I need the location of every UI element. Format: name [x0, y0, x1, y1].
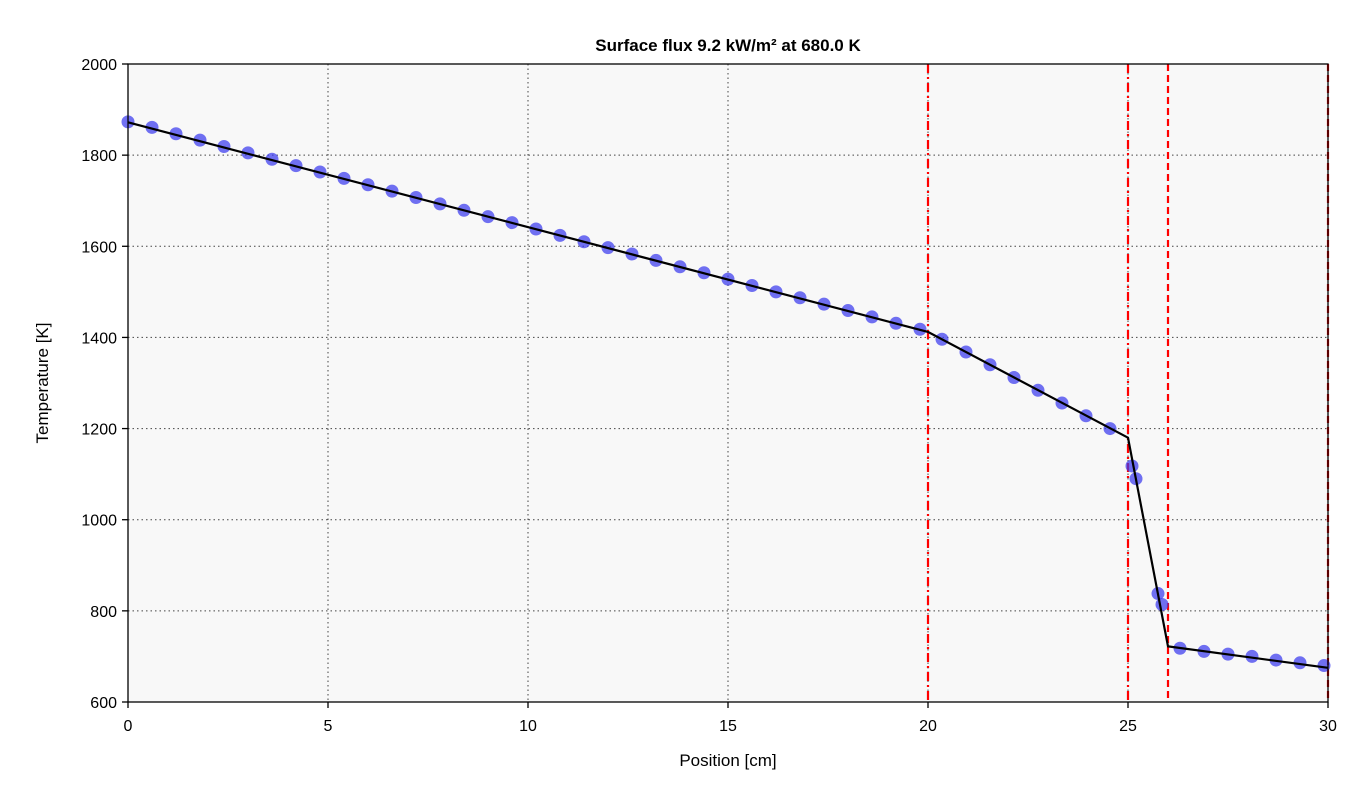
x-tick-label: 0 — [124, 718, 133, 735]
x-tick-label: 25 — [1119, 718, 1137, 735]
y-tick-label: 1400 — [81, 330, 117, 347]
x-axis-ticks: 0 5 10 15 20 25 30 — [124, 702, 1337, 735]
y-tick-label: 800 — [90, 604, 117, 621]
measurement-markers — [121, 115, 1331, 673]
y-tick-label: 2000 — [81, 57, 117, 74]
chart-title: Surface flux 9.2 kW/m² at 680.0 K — [595, 36, 861, 55]
data-point — [169, 127, 183, 141]
y-tick-label: 600 — [90, 695, 117, 712]
data-point — [1293, 656, 1307, 670]
y-tick-label: 1200 — [81, 422, 117, 439]
y-tick-label: 1000 — [81, 513, 117, 530]
data-point — [1125, 459, 1139, 473]
x-tick-label: 20 — [919, 718, 937, 735]
x-tick-label: 15 — [719, 718, 737, 735]
temperature-profile-line — [127, 121, 1329, 669]
y-tick-label: 1800 — [81, 148, 117, 165]
data-point — [1245, 649, 1259, 663]
x-tick-label: 10 — [519, 718, 537, 735]
y-axis-ticks: 600 800 1000 1200 1400 1600 1800 2000 — [81, 57, 128, 712]
y-axis-label: Temperature [K] — [33, 323, 52, 444]
x-tick-label: 30 — [1319, 718, 1337, 735]
x-tick-label: 5 — [324, 718, 333, 735]
y-tick-label: 1600 — [81, 239, 117, 256]
x-axis-label: Position [cm] — [679, 751, 776, 770]
data-point — [1155, 597, 1169, 611]
